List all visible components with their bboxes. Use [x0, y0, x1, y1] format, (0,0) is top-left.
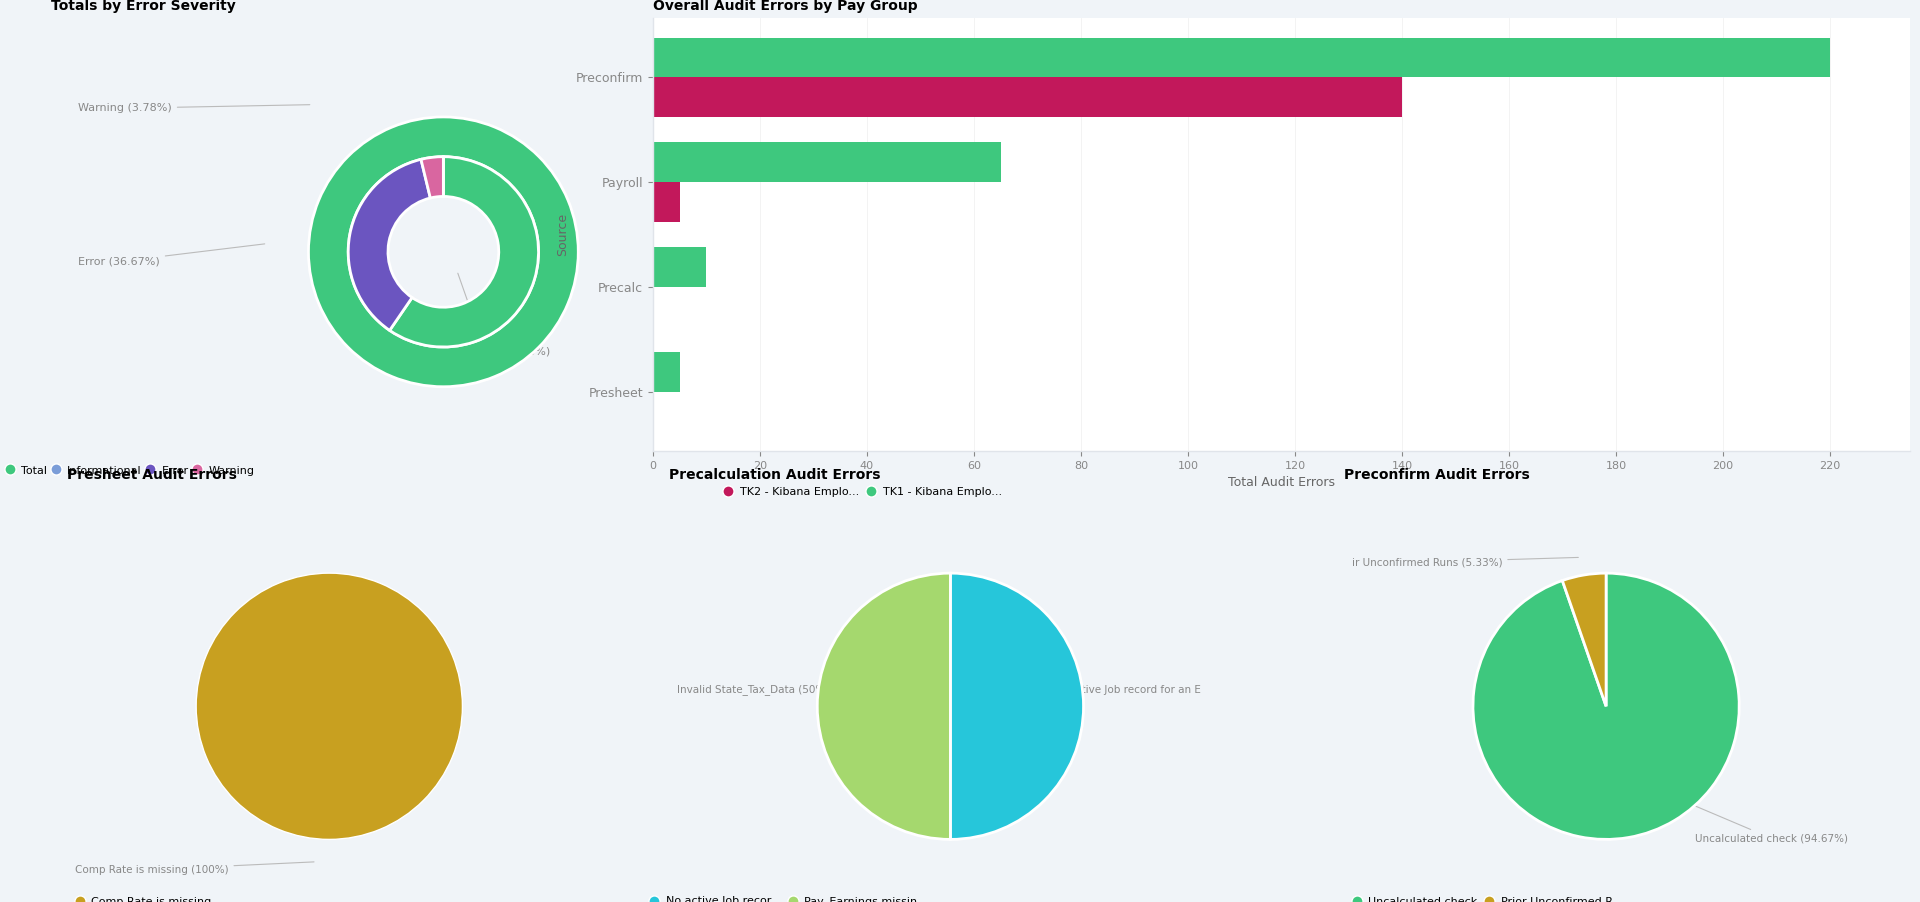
Text: No active Job record for an E: No active Job record for an E: [1052, 685, 1200, 695]
Text: Overall Audit Errors by Pay Group: Overall Audit Errors by Pay Group: [653, 0, 918, 13]
Text: Precalculation Audit Errors: Precalculation Audit Errors: [670, 468, 881, 482]
Text: Invalid State_Tax_Data (50%): Invalid State_Tax_Data (50%): [678, 685, 862, 695]
Bar: [653, 143, 1000, 182]
Text: Totals by Error Severity: Totals by Error Severity: [52, 0, 236, 13]
Legend: Total, Informational, Error, Warning: Total, Informational, Error, Warning: [2, 460, 259, 480]
Bar: [653, 182, 680, 222]
Bar: [653, 352, 680, 391]
Text: Warning (3.78%): Warning (3.78%): [79, 103, 309, 114]
Legend: No active Job recor..., Pay_Earnings missin...: No active Job recor..., Pay_Earnings mis…: [647, 892, 933, 902]
Text: Preconfirm Audit Errors: Preconfirm Audit Errors: [1344, 468, 1530, 482]
Text: Uncalculated check (94.67%): Uncalculated check (94.67%): [1682, 800, 1849, 843]
Bar: [653, 38, 1830, 78]
Y-axis label: Source: Source: [555, 213, 568, 256]
Legend: TK2 - Kibana Emplo..., TK1 - Kibana Emplo...: TK2 - Kibana Emplo..., TK1 - Kibana Empl…: [722, 483, 1006, 502]
Bar: [653, 78, 1402, 117]
Text: Informational (59.55%): Informational (59.55%): [420, 273, 549, 357]
Bar: [653, 247, 707, 287]
Legend: Comp Rate is missing: Comp Rate is missing: [73, 893, 217, 902]
Text: Comp Rate is missing (100%): Comp Rate is missing (100%): [75, 862, 315, 875]
Text: Error (36.67%): Error (36.67%): [79, 244, 265, 267]
Text: Presheet Audit Errors: Presheet Audit Errors: [67, 468, 236, 482]
Text: ir Unconfirmed Runs (5.33%): ir Unconfirmed Runs (5.33%): [1352, 557, 1578, 567]
Legend: Uncalculated check, Prior Unconfirmed R...: Uncalculated check, Prior Unconfirmed R.…: [1350, 893, 1628, 902]
X-axis label: Total Audit Errors: Total Audit Errors: [1229, 476, 1334, 489]
